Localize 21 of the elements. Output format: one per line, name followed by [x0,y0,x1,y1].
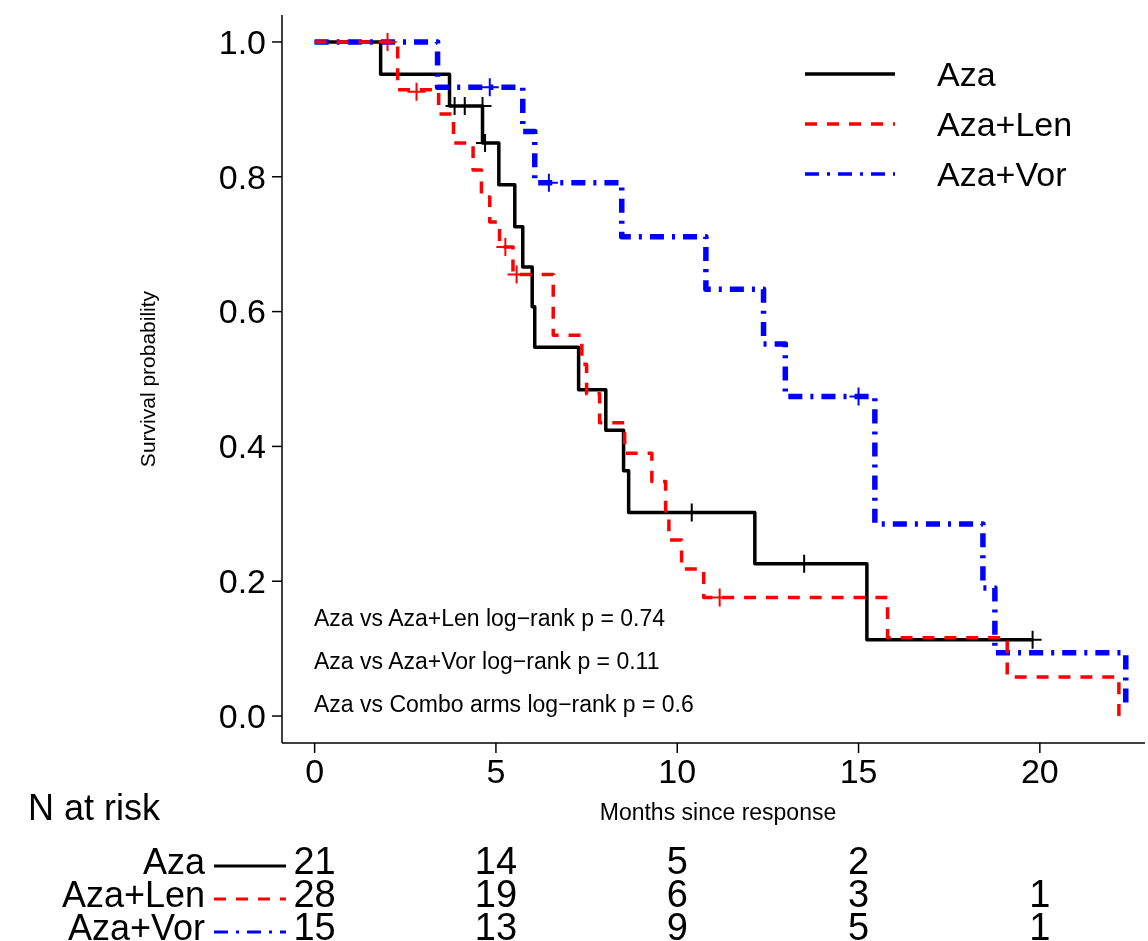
x-tick-label: 0 [305,752,325,790]
legend-label: Aza+Len [937,104,1073,143]
x-tick-label: 15 [839,752,878,790]
x-axis-title: Months since response [599,799,837,825]
y-tick-label: 0.6 [218,292,266,331]
annotation: Aza vs Combo arms log−rank p = 0.6 [314,691,694,717]
y-axis-title: Survival probability [136,290,159,468]
x-tick-label: 20 [1020,752,1059,790]
annotation: Aza vs Aza+Vor log−rank p = 0.11 [314,648,660,674]
y-tick-label: 0.8 [218,157,266,196]
y-tick-label: 1.0 [218,22,266,61]
y-tick-label: 0.0 [218,696,266,735]
y-tick-label: 0.2 [218,562,266,601]
x-tick-label: 10 [658,752,697,790]
legend-label: Aza+Vor [937,154,1067,193]
y-tick-label: 0.4 [218,427,266,466]
text: 15 13 9 5 1 [293,906,1051,941]
annotation: Aza vs Aza+Len log−rank p = 0.74 [314,605,666,631]
x-tick-label: 5 [486,752,506,790]
legend-label: Aza [937,54,996,93]
text: N at risk [28,787,162,828]
